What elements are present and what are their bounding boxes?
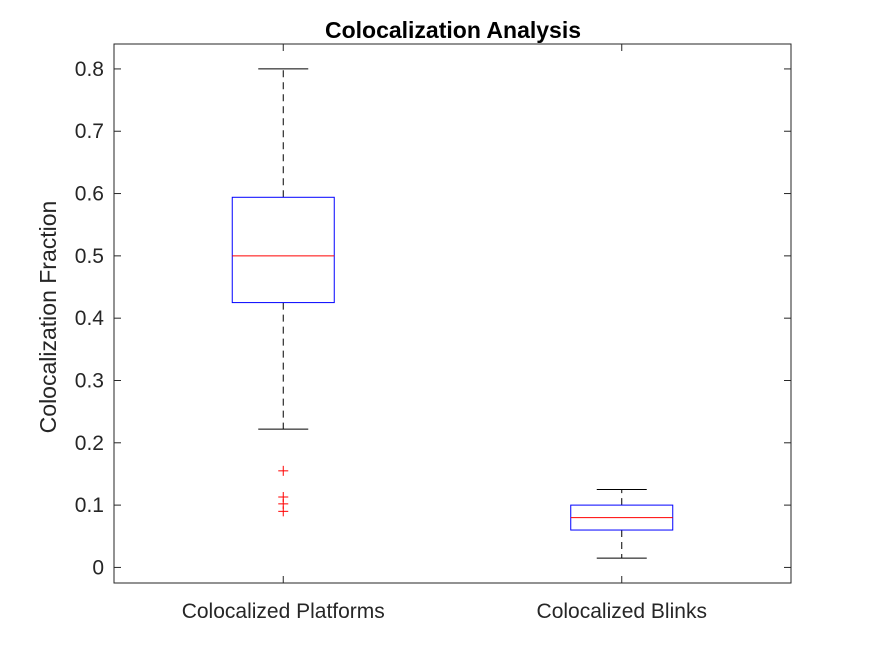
y-axis-label: Colocalization Fraction <box>35 201 61 434</box>
box-iqr <box>231 196 335 304</box>
outlier-marker <box>278 465 289 476</box>
x-tick-label: Colocalized Platforms <box>182 600 385 623</box>
x-tick-label: Colocalized Blinks <box>537 600 707 623</box>
y-tick-label: 0.6 <box>75 183 104 206</box>
axes-frame <box>113 43 792 584</box>
plot-area: 0 0.1 0.2 0.3 0.4 0.5 0.6 0.7 0.8 Colocalized Pla… <box>75 43 792 623</box>
y-tick-label: 0.2 <box>75 432 104 455</box>
y-tick-label: 0.4 <box>75 307 105 330</box>
y-tick-label: 0.8 <box>75 58 104 81</box>
outlier-marker <box>278 506 289 517</box>
y-tick-label: 0.3 <box>75 369 104 392</box>
box-group <box>231 68 335 517</box>
box-group <box>570 489 674 559</box>
y-tick-label: 0.1 <box>75 494 104 517</box>
chart-title: Colocalization Analysis <box>325 17 581 43</box>
y-tick-label: 0.5 <box>75 245 104 268</box>
y-tick-label: 0.7 <box>75 120 104 143</box>
y-tick-label: 0 <box>92 556 104 579</box>
